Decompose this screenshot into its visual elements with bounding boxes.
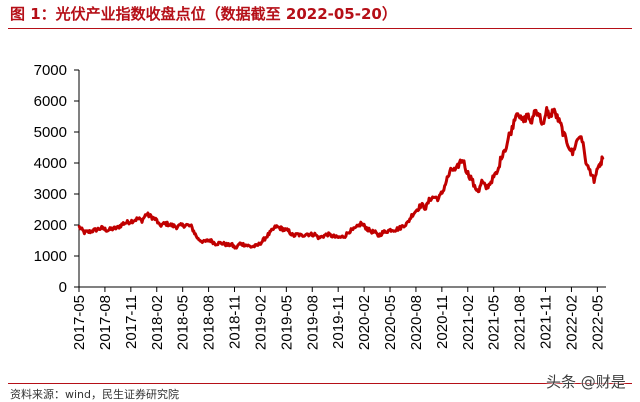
x-tick-label: 2019-02	[252, 295, 269, 350]
x-axis: 2017-05 2017-08 2017-11 2018-02 2018-05 2018-…	[71, 286, 606, 350]
x-tick-label: 2019-08	[304, 295, 321, 350]
x-tick-label: 2020-11	[434, 295, 451, 349]
y-tick-label: 0	[59, 279, 67, 296]
x-tick-label: 2017-08	[97, 295, 114, 350]
x-tick-label: 2022-02	[563, 295, 580, 350]
x-tick-label: 2020-08	[408, 295, 425, 350]
x-tick-label: 2017-11	[123, 295, 140, 349]
y-tick-label: 2000	[34, 217, 67, 234]
x-tick-label: 2021-02	[460, 295, 477, 350]
y-tick-label: 3000	[34, 186, 67, 203]
bottom-divider	[8, 383, 632, 384]
figure-title: 图 1：光伏产业指数收盘点位（数据截至 2022-05-20）	[10, 5, 397, 23]
x-tick-label: 2019-05	[278, 295, 295, 350]
watermark-text: 头条 @财是	[546, 373, 626, 391]
source-note: 资料来源：wind，民生证券研究院	[10, 388, 180, 401]
x-tick-label: 2020-02	[356, 295, 373, 350]
top-divider	[8, 28, 632, 29]
x-tick-label: 2021-11	[538, 295, 555, 349]
y-tick-label: 6000	[34, 93, 67, 110]
index-close-line	[77, 106, 605, 250]
x-tick-label: 2018-11	[227, 295, 244, 349]
y-tick-label: 5000	[34, 124, 67, 141]
y-axis: 0 1000 2000 3000 4000 5000 6000 7000	[34, 62, 80, 296]
x-tick-label: 2017-05	[71, 295, 88, 350]
x-tick-label: 2018-05	[175, 295, 192, 350]
x-tick-label: 2022-05	[589, 295, 606, 350]
x-tick-label: 2018-08	[201, 295, 218, 350]
y-tick-label: 1000	[34, 248, 67, 265]
x-tick-label: 2021-05	[486, 295, 503, 350]
series-layer	[77, 106, 605, 250]
y-tick-label: 4000	[34, 155, 67, 172]
x-tick-label: 2021-08	[512, 295, 529, 350]
x-tick-label: 2018-02	[149, 295, 166, 350]
y-tick-label: 7000	[34, 62, 67, 79]
x-tick-label: 2019-11	[330, 295, 347, 349]
x-tick-label: 2020-05	[382, 295, 399, 350]
